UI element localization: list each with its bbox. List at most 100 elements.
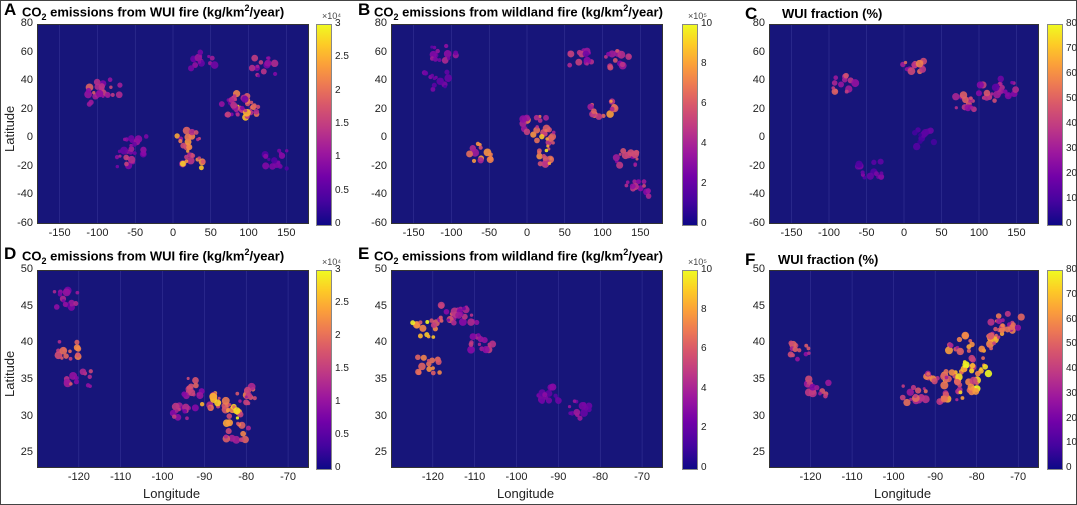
heat-point: [539, 398, 545, 404]
heat-point: [226, 419, 234, 427]
heat-point: [573, 408, 581, 416]
y-tick-label: -60: [749, 217, 765, 229]
colorbar-multiplier: ×10⁵: [688, 11, 707, 21]
y-tick-label: 45: [752, 299, 765, 312]
colorbar-multiplier: ×10⁴: [322, 257, 342, 267]
heat-point: [489, 152, 493, 157]
heat-point: [209, 392, 218, 401]
heat-point: [806, 346, 811, 351]
heat-point: [192, 377, 199, 384]
heat-point: [209, 55, 215, 61]
x-tick-label: -120: [799, 471, 822, 483]
heat-point: [255, 64, 260, 69]
y-tick-label: -60: [17, 217, 33, 229]
heat-point: [616, 161, 624, 169]
heat-point: [240, 105, 245, 111]
heat-point: [174, 414, 182, 421]
heat-point: [184, 159, 189, 164]
heat-point: [477, 157, 484, 164]
colorbar-tick-label: 6: [701, 343, 707, 355]
y-tick-label: 35: [20, 373, 33, 385]
heat-point: [241, 435, 249, 444]
heat-point: [607, 64, 614, 71]
y-tick-label: -20: [371, 159, 387, 172]
heat-point: [606, 110, 614, 118]
heat-point: [478, 145, 483, 150]
heat-point: [604, 54, 608, 59]
y-tick-label: 0: [26, 131, 33, 144]
heat-point: [544, 128, 548, 132]
heat-point: [174, 409, 179, 413]
x-tick-label: -80: [968, 471, 985, 483]
title-part: 2: [41, 11, 47, 22]
y-tick-label: 60: [374, 45, 387, 58]
heat-point: [963, 367, 968, 372]
plot-border: [37, 270, 309, 468]
y-tick-label: 60: [752, 45, 765, 58]
colorbar-tick-label: 0: [701, 218, 707, 229]
heat-point: [979, 367, 983, 371]
heat-point: [948, 342, 954, 348]
heat-point: [477, 342, 482, 347]
heat-point: [989, 346, 993, 351]
heat-point: [645, 188, 651, 194]
heat-point: [184, 133, 192, 141]
heat-point: [246, 401, 251, 406]
heat-point: [430, 322, 437, 329]
heat-point: [608, 50, 616, 58]
heat-point: [954, 378, 961, 386]
heat-point: [88, 369, 93, 374]
heat-point: [63, 353, 69, 359]
heat-point: [232, 94, 237, 99]
panel-title-d: CO2 emissions from WUI fire (kg/km2/year…: [22, 247, 284, 266]
heat-point: [197, 60, 202, 64]
heat-point: [482, 345, 490, 354]
colorbar-tick-label: 20: [1066, 412, 1077, 424]
heat-point: [983, 89, 991, 97]
heat-point: [249, 100, 254, 105]
heat-point: [999, 327, 1005, 334]
heat-point: [270, 59, 279, 68]
heat-point: [444, 69, 450, 75]
heat-point: [535, 125, 539, 129]
y-tick-label: 35: [752, 373, 765, 385]
heat-point: [922, 387, 926, 391]
heat-point: [542, 155, 549, 162]
heat-point: [831, 88, 839, 95]
heat-point: [193, 130, 199, 135]
heat-point: [927, 127, 934, 134]
heat-point: [624, 183, 629, 188]
colorbar-tick-label: 2: [701, 422, 707, 434]
y-tick-label: 20: [20, 102, 33, 115]
heat-point: [612, 154, 620, 162]
heat-point: [248, 64, 256, 72]
heat-point: [488, 340, 497, 348]
heat-point: [1004, 326, 1011, 333]
title-part: CO: [22, 248, 42, 264]
heat-point: [74, 376, 79, 380]
x-tick-label: 50: [935, 227, 948, 239]
y-tick-label: -40: [371, 188, 387, 201]
plot-border: [391, 24, 663, 224]
heat-point: [188, 389, 196, 397]
heat-point: [833, 75, 839, 81]
heat-point: [432, 56, 438, 62]
y-tick-label: 80: [374, 17, 387, 29]
heat-point: [548, 132, 557, 141]
heat-point: [430, 73, 435, 78]
heat-point: [807, 351, 811, 355]
heat-point: [253, 108, 260, 115]
x-tick-label: -110: [841, 471, 863, 483]
heat-point: [956, 347, 964, 356]
map-plot-f: [769, 270, 1039, 468]
heat-point: [625, 53, 632, 60]
heat-point: [466, 150, 473, 158]
title-part: /year): [249, 4, 285, 20]
title-part: 2: [393, 255, 399, 266]
heat-point: [618, 152, 622, 156]
heat-point: [831, 86, 836, 90]
heat-point: [903, 60, 908, 65]
heat-point: [199, 401, 205, 407]
heat-point: [921, 395, 930, 404]
title-part: CO: [374, 248, 394, 264]
